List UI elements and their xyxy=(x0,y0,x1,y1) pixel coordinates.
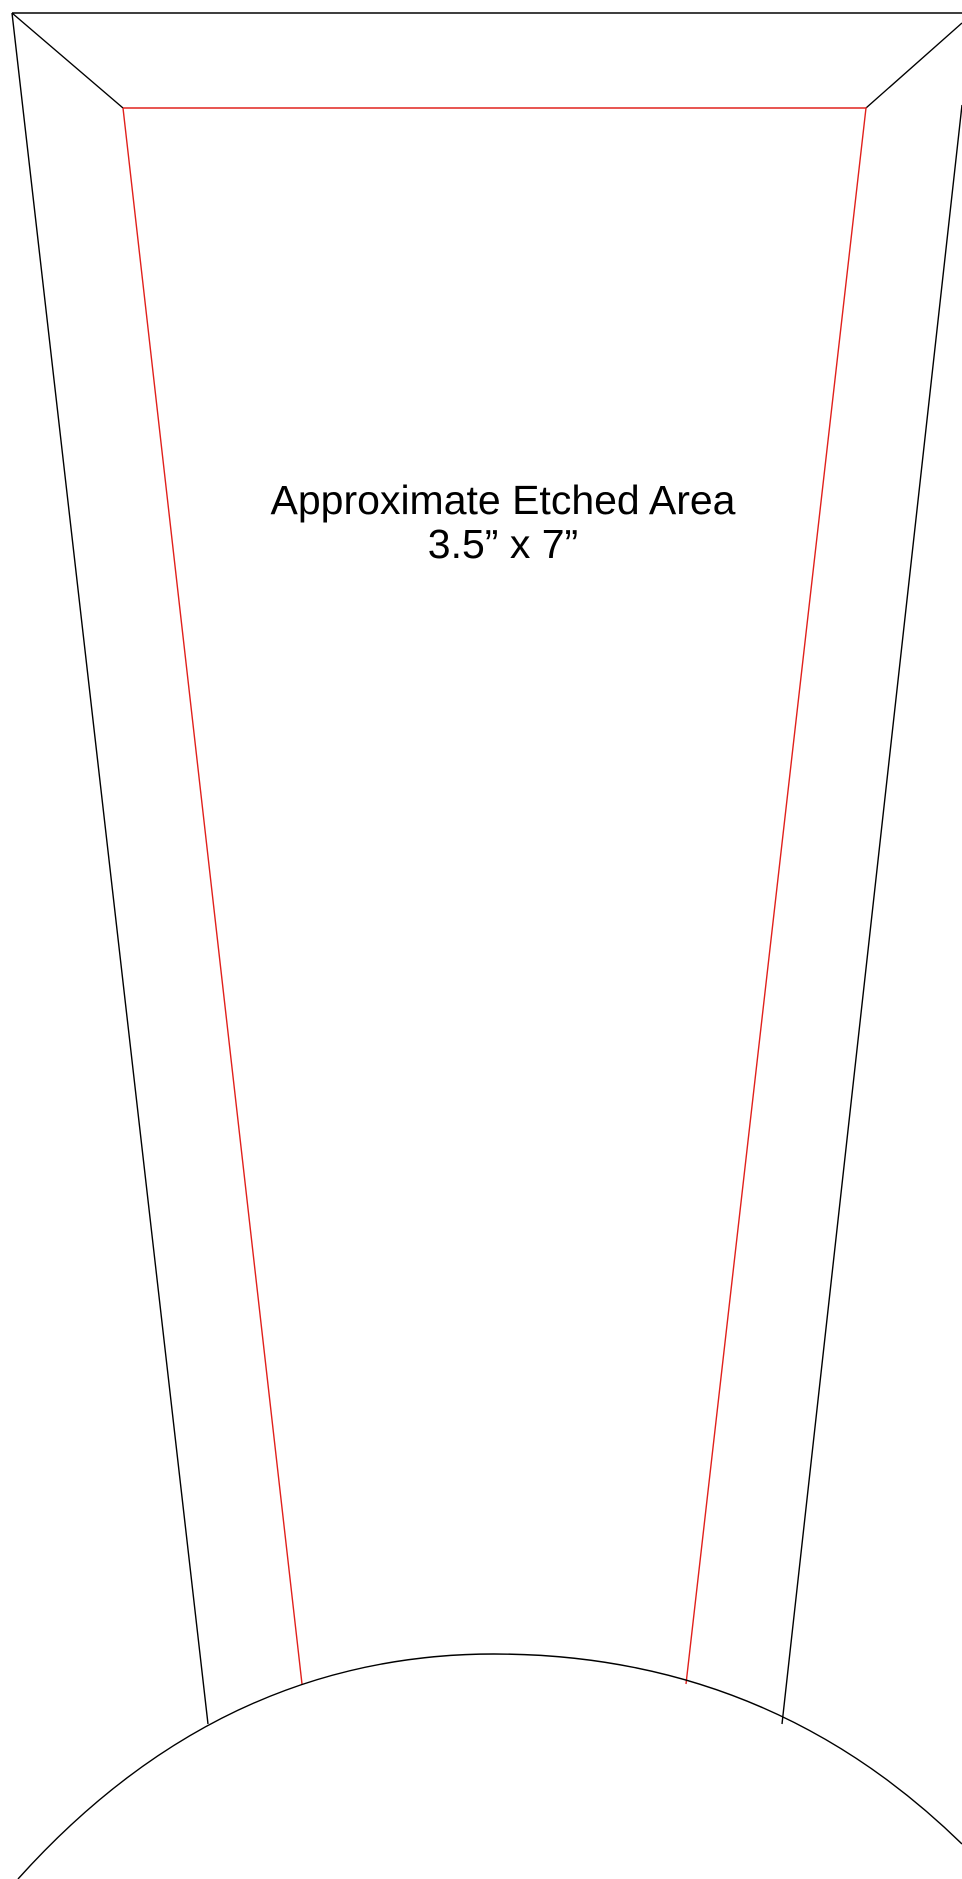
etched-area-label: Approximate Etched Area 3.5” x 7” xyxy=(0,478,962,566)
etched-area-dimensions: 3.5” x 7” xyxy=(427,521,579,567)
corner-miter-lines xyxy=(11,12,962,109)
base-arc xyxy=(17,1653,962,1879)
etched-area-title: Approximate Etched Area xyxy=(270,477,736,523)
outer-glass-outline xyxy=(11,12,962,1725)
etched-area-outline xyxy=(122,107,867,1685)
